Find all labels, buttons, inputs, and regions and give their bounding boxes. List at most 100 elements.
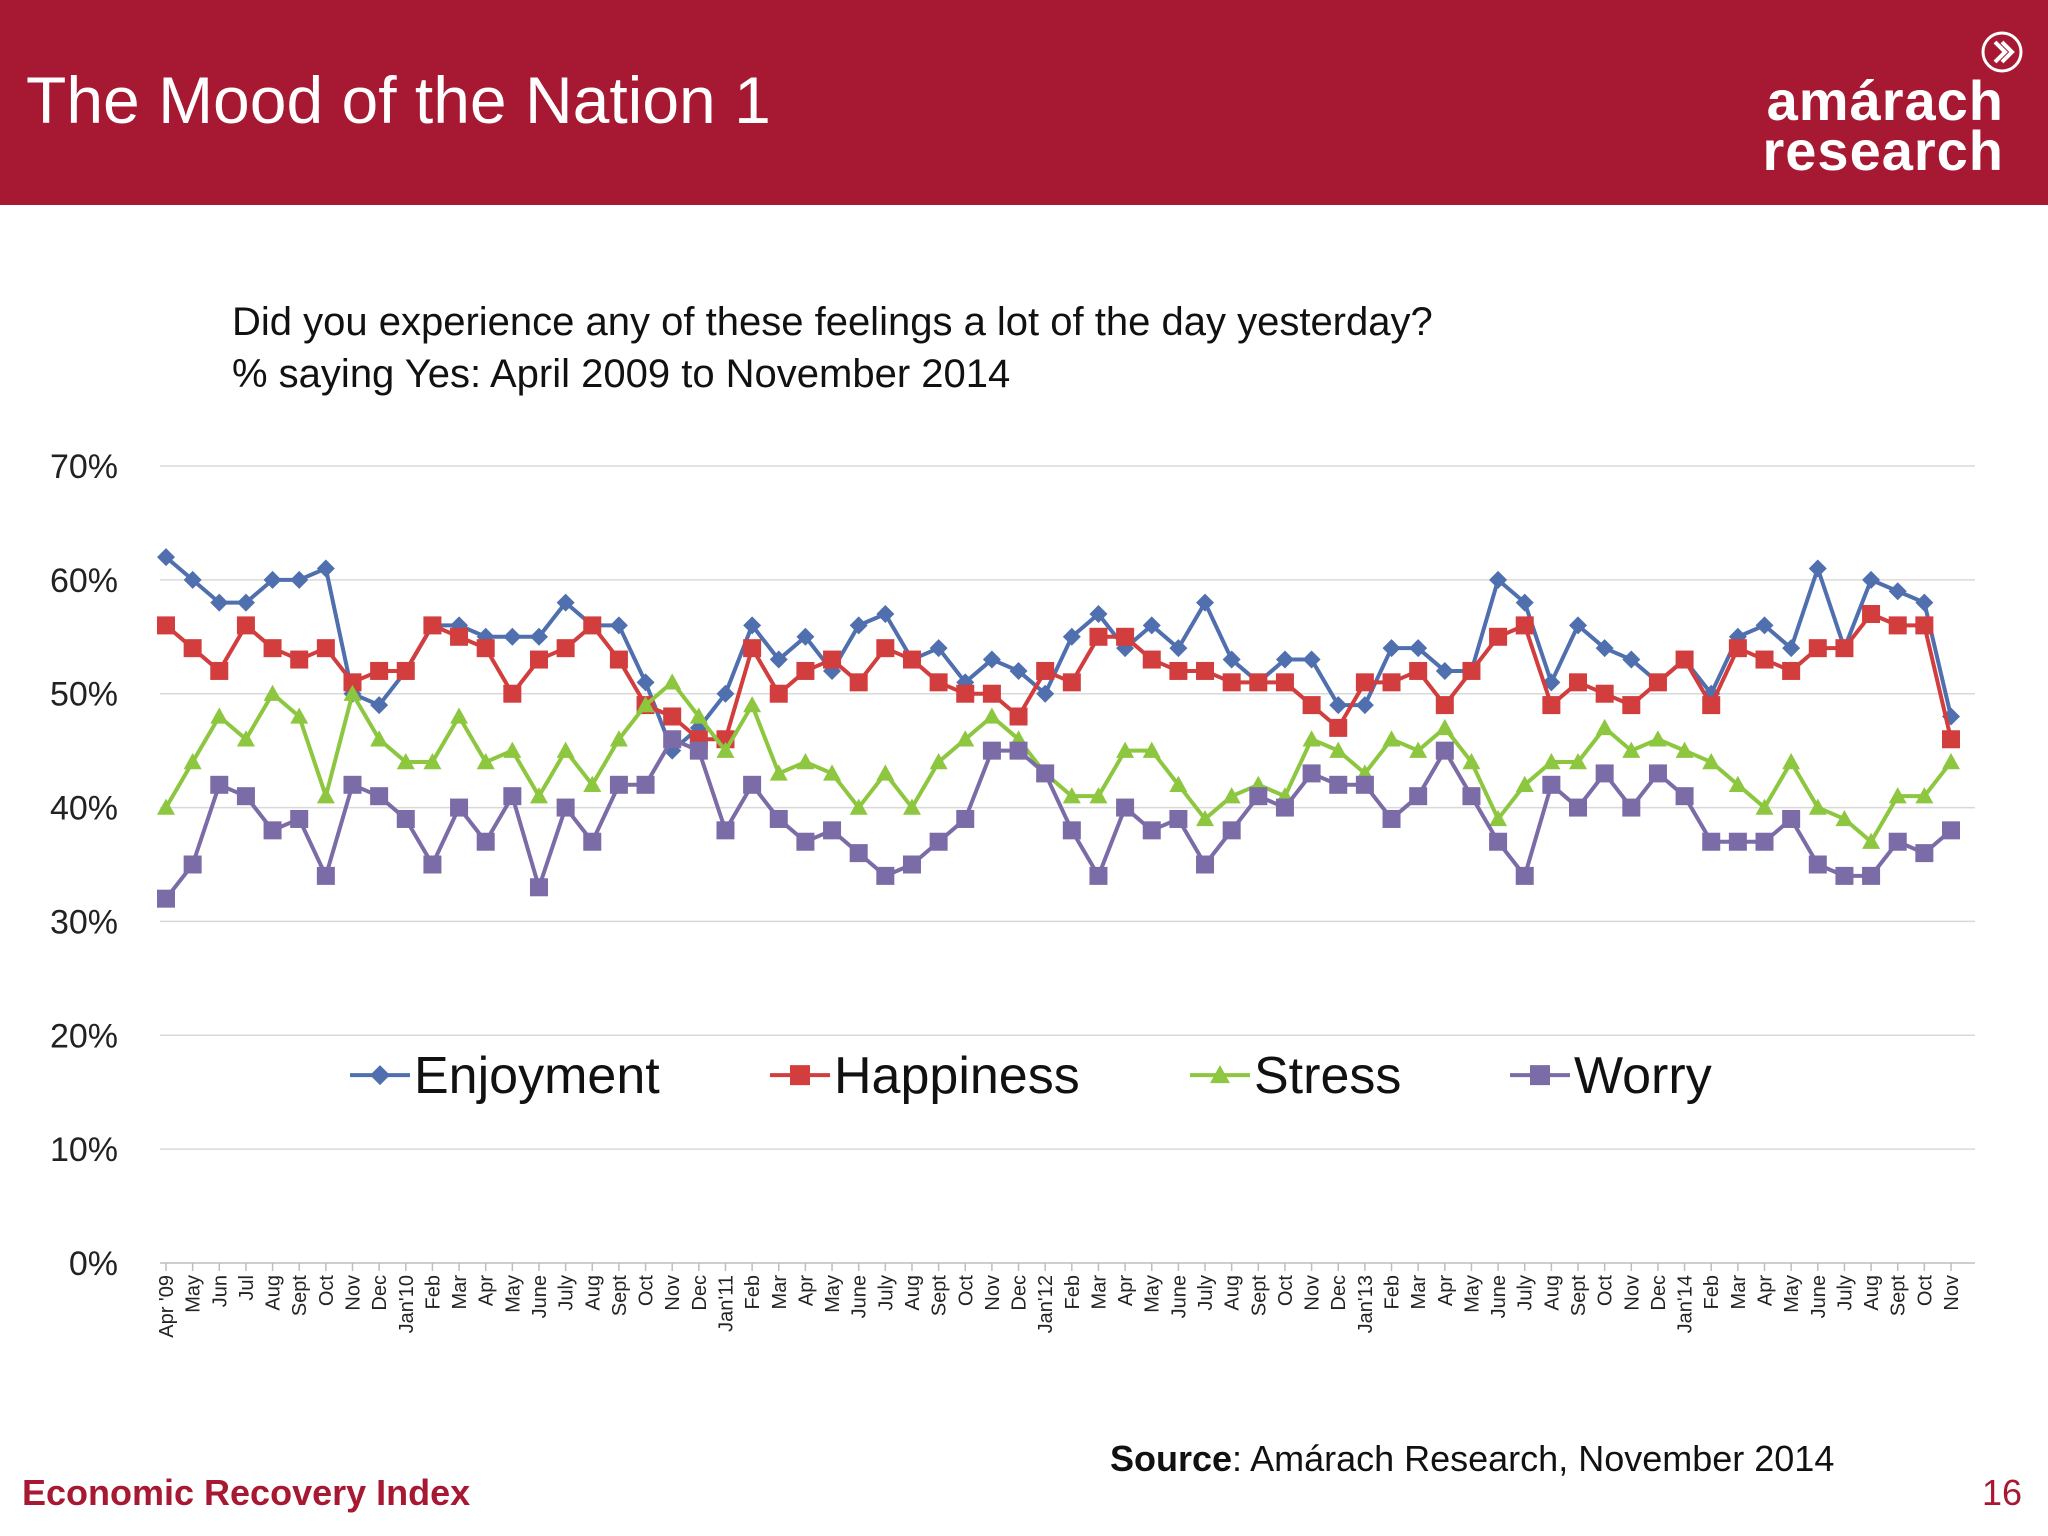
data-point-worry [1782,809,1801,828]
data-point-happiness [1489,627,1508,646]
data-point-stress [476,753,495,770]
data-point-happiness [157,616,175,635]
data-point-enjoyment [157,548,175,567]
x-tick-label: Sept [1568,1275,1590,1317]
x-tick-label: Dec [1009,1275,1031,1311]
data-point-enjoyment [849,616,868,635]
data-point-enjoyment [556,593,575,612]
data-point-enjoyment [1222,650,1241,669]
data-point-stress [529,787,548,804]
data-point-happiness [823,650,842,669]
data-point-worry [716,821,735,840]
data-point-happiness [1169,661,1188,680]
data-point-worry [157,889,175,908]
logo-text-research: research [1762,119,2004,182]
data-point-stress [396,753,415,770]
legend-marker-happiness [790,1065,810,1086]
data-point-worry [529,878,548,897]
data-point-worry [902,855,921,874]
slide-title: The Mood of the Nation 1 [26,63,771,137]
data-point-stress [1648,730,1667,747]
data-point-worry [1302,764,1321,783]
x-tick-label: Oct [1914,1275,1936,1307]
data-point-worry [1835,866,1854,885]
data-point-stress [1196,809,1215,827]
data-point-stress [876,764,895,781]
data-point-happiness [929,673,948,692]
data-point-worry [1942,821,1960,840]
data-point-worry [263,821,282,840]
x-tick-label: Aug [582,1275,604,1311]
data-point-worry [1382,809,1401,828]
x-tick-label: Aug [902,1275,924,1311]
data-point-enjoyment [1782,639,1801,658]
data-point-stress [823,764,842,781]
data-point-happiness [503,684,522,703]
data-point-enjoyment [236,593,255,612]
data-point-worry [503,787,522,806]
data-point-happiness [476,639,495,658]
x-tick-label: May [822,1275,844,1313]
data-point-happiness [769,684,788,703]
x-tick-label: Feb [1382,1275,1404,1309]
data-point-stress [769,764,788,781]
data-point-stress [1542,753,1561,770]
data-point-worry [1249,787,1268,806]
data-point-stress [1702,753,1721,770]
x-tick-label: May [1461,1275,1483,1313]
data-point-happiness [1942,730,1960,749]
data-point-worry [423,855,442,874]
legend-marker-stress [1210,1065,1230,1084]
y-tick-label: 60% [50,562,118,600]
data-point-worry [290,809,309,828]
data-point-worry [663,730,682,749]
data-point-happiness [1275,673,1294,692]
data-point-enjoyment [609,616,628,635]
x-tick-label: Aug [1861,1275,1883,1311]
x-tick-label: Nov [342,1275,364,1311]
data-point-stress [1808,798,1827,815]
legend-label-stress: Stress [1254,1047,1401,1105]
data-point-enjoyment [529,627,548,646]
data-point-happiness [290,650,309,669]
data-point-happiness [263,639,282,658]
data-point-enjoyment [503,627,522,646]
data-point-stress [183,753,202,770]
x-tick-label: Sept [1888,1275,1910,1317]
data-point-worry [1728,832,1747,851]
data-point-stress [210,707,229,724]
data-point-worry [1755,832,1774,851]
data-point-worry [1169,809,1188,828]
data-point-stress [236,730,255,747]
x-tick-label: Dec [1648,1275,1670,1311]
data-point-stress [263,684,282,701]
x-tick-label: June [1168,1275,1190,1318]
data-point-happiness [183,639,202,658]
data-point-worry [689,741,708,760]
data-point-enjoyment [263,570,282,589]
data-point-stress [1915,787,1934,804]
x-tick-label: Oct [1595,1275,1617,1307]
data-point-worry [343,775,362,794]
data-point-happiness [583,616,602,635]
data-point-worry [1222,821,1241,840]
data-point-enjoyment [1888,582,1907,601]
data-point-happiness [450,627,469,646]
y-tick-label: 20% [50,1017,118,1055]
data-point-happiness [1249,673,1268,692]
x-tick-label: Dec [1328,1275,1350,1311]
data-point-worry [556,798,575,817]
data-point-stress [1942,753,1960,770]
data-point-enjoyment [1089,605,1108,624]
x-tick-label: July [1195,1275,1217,1311]
data-point-happiness [1009,707,1028,726]
question-line-1: Did you experience any of these feelings… [232,300,1433,344]
data-point-worry [1409,787,1428,806]
x-tick-label: Sept [929,1275,951,1317]
x-tick-label: Feb [422,1275,444,1309]
data-point-stress [636,696,655,713]
x-tick-label: Mar [769,1275,791,1310]
data-point-happiness [663,707,682,726]
data-point-enjoyment [1142,616,1161,635]
x-tick-label: July [556,1275,578,1311]
